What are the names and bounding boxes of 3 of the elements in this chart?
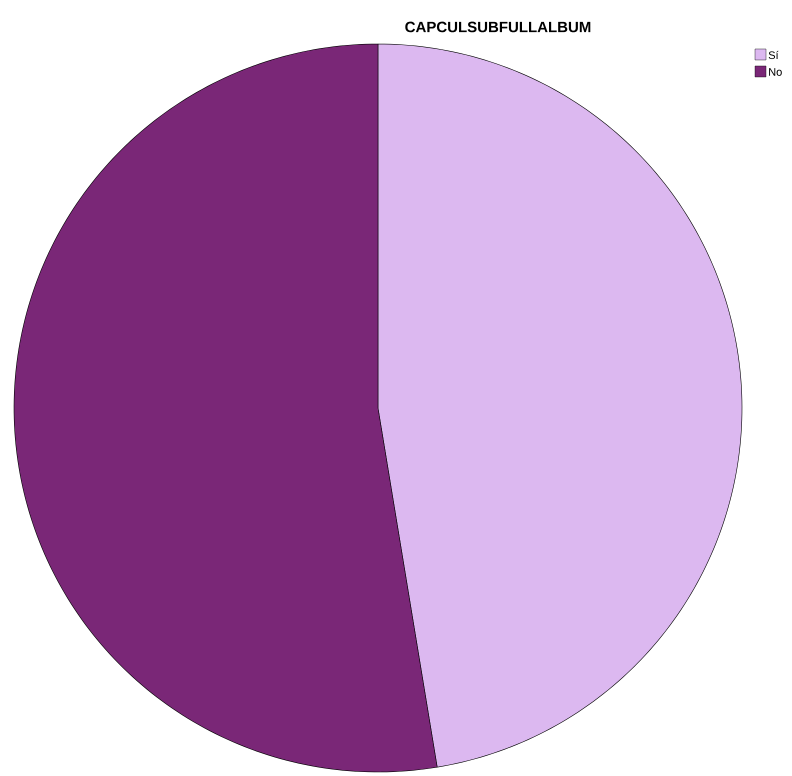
legend-label: No [769,68,782,76]
legend-label: Sí [768,50,779,60]
chart-title: CAPCULSUBFULLALBUM [405,22,590,32]
